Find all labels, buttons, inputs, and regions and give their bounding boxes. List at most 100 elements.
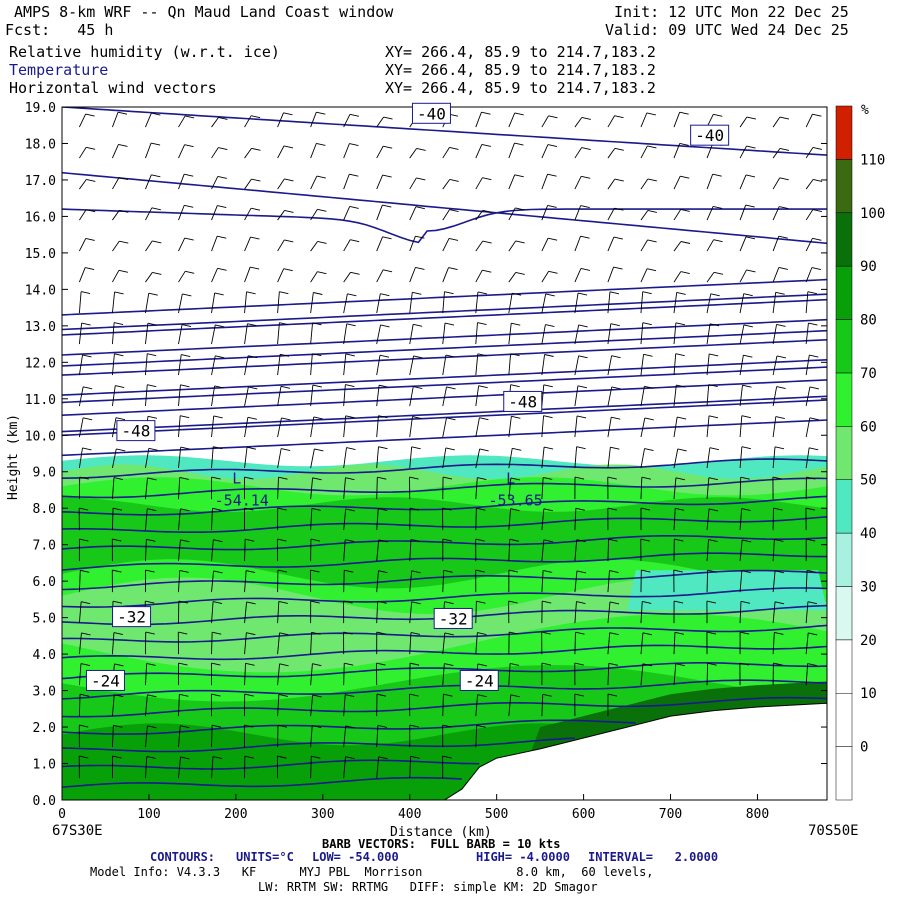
wind-barb (145, 448, 150, 469)
contours-title: CONTOURS: (150, 850, 216, 864)
wind-barb-flag (79, 507, 89, 511)
wind-barb (78, 267, 86, 283)
y-tick-label: 11.0 (25, 393, 56, 408)
wind-barb (475, 694, 479, 717)
wind-barb (739, 570, 743, 593)
wind-barb (673, 416, 678, 438)
wind-barb (574, 117, 583, 128)
wind-barb-flag (510, 694, 520, 698)
wind-barb-flag (543, 415, 553, 419)
wind-barb (673, 175, 681, 190)
wind-barb-flag (81, 322, 91, 326)
wind-barb (343, 415, 347, 438)
wind-barb (541, 539, 545, 562)
colorbar-cell (835, 319, 853, 374)
contours-interval: INTERVAL= 2.0000 (588, 850, 719, 864)
wind-barb (78, 113, 87, 128)
wind-barb (640, 386, 645, 407)
wind-barb-flag (445, 354, 456, 358)
contour-label-box (411, 102, 451, 124)
wind-barb (211, 725, 213, 748)
wind-barb (277, 112, 284, 128)
colorbar-label: 50 (860, 473, 877, 489)
wind-barb-flag (346, 323, 356, 327)
wind-barb (310, 209, 318, 221)
wind-barb-flag (809, 386, 820, 390)
wind-barb (111, 508, 114, 531)
wind-barb (145, 323, 149, 345)
colorbar-label: 60 (860, 419, 877, 435)
wind-barb-flag (448, 237, 459, 241)
wind-barb-flag (248, 386, 258, 390)
wind-barb (574, 147, 583, 159)
wind-barb-flag (443, 569, 453, 573)
wind-barb-flag (283, 268, 293, 272)
wind-barb-flag (150, 142, 161, 146)
contour-label-box (85, 669, 125, 691)
wind-barb-flag (344, 569, 354, 573)
wind-barb-flag (576, 539, 586, 543)
wind-barb (772, 324, 777, 345)
wind-barb-flag (312, 353, 322, 357)
wind-barb-flag (147, 477, 157, 481)
isotherm (62, 399, 827, 437)
wind-barb-flag (278, 693, 288, 697)
wind-barb (211, 268, 218, 283)
wind-barb-flag (378, 446, 388, 450)
wind-barb-flag (180, 539, 190, 543)
wind-barb-flag (114, 353, 124, 357)
wind-barb (508, 508, 512, 531)
low-value: -54.14 (215, 491, 269, 509)
x-endpoint-left: 67S30E (52, 823, 103, 839)
wind-barb-flag (514, 112, 524, 116)
wind-barb (178, 293, 183, 314)
wind-barb-flag (608, 662, 618, 666)
wind-barb (244, 266, 251, 283)
wind-barb-flag (547, 204, 557, 208)
wind-barb (805, 179, 814, 190)
barb-info: BARB VECTORS: FULL BARB = 10 kts (322, 837, 561, 851)
wind-barb-flag (244, 755, 254, 759)
wind-barb-flag (215, 324, 225, 328)
wind-barb-flag (145, 631, 155, 635)
wind-barb-flag (86, 209, 96, 213)
wind-barb (805, 323, 809, 345)
wind-barb-flag (745, 204, 755, 208)
wind-barb (211, 355, 216, 376)
y-tick-label: 4.0 (33, 648, 56, 663)
wind-barb-flag (379, 354, 390, 358)
wind-barb (343, 323, 348, 345)
wind-barb-flag (213, 570, 223, 574)
wind-barb (343, 272, 351, 283)
wind-barb-flag (180, 446, 190, 450)
wind-barb (706, 539, 709, 562)
wind-barb-flag (147, 725, 157, 729)
colorbar-cell (835, 692, 853, 747)
wind-barb-flag (114, 663, 124, 667)
x-tick-label: 800 (746, 807, 769, 822)
wind-barb-flag (79, 693, 90, 697)
wind-barb-flag (246, 632, 256, 636)
wind-barb (805, 291, 809, 314)
wind-barb-flag (277, 755, 287, 759)
wind-barb-flag (476, 507, 486, 511)
wind-barb-flag (575, 507, 585, 511)
wind-barb-flag (376, 662, 386, 666)
wind-barb (178, 144, 186, 159)
wind-barb (211, 415, 215, 438)
wind-barb-flag (713, 271, 724, 275)
wind-barb-flag (416, 147, 426, 151)
wind-barb (541, 570, 544, 593)
wind-barb-flag (244, 507, 254, 511)
wind-barb (376, 446, 379, 469)
field-xy-temperature: XY= 266.4, 85.9 to 214.7,183.2 (385, 61, 656, 79)
wind-barb-flag (741, 446, 751, 450)
wind-barb-flag (610, 323, 620, 327)
y-tick-label: 13.0 (25, 320, 56, 335)
wind-barb-flag (543, 476, 553, 480)
wind-barb-flag (214, 385, 224, 389)
isotherm (62, 171, 827, 245)
wind-barb (640, 112, 648, 128)
wind-barb (409, 292, 413, 314)
wind-barb (673, 209, 682, 221)
